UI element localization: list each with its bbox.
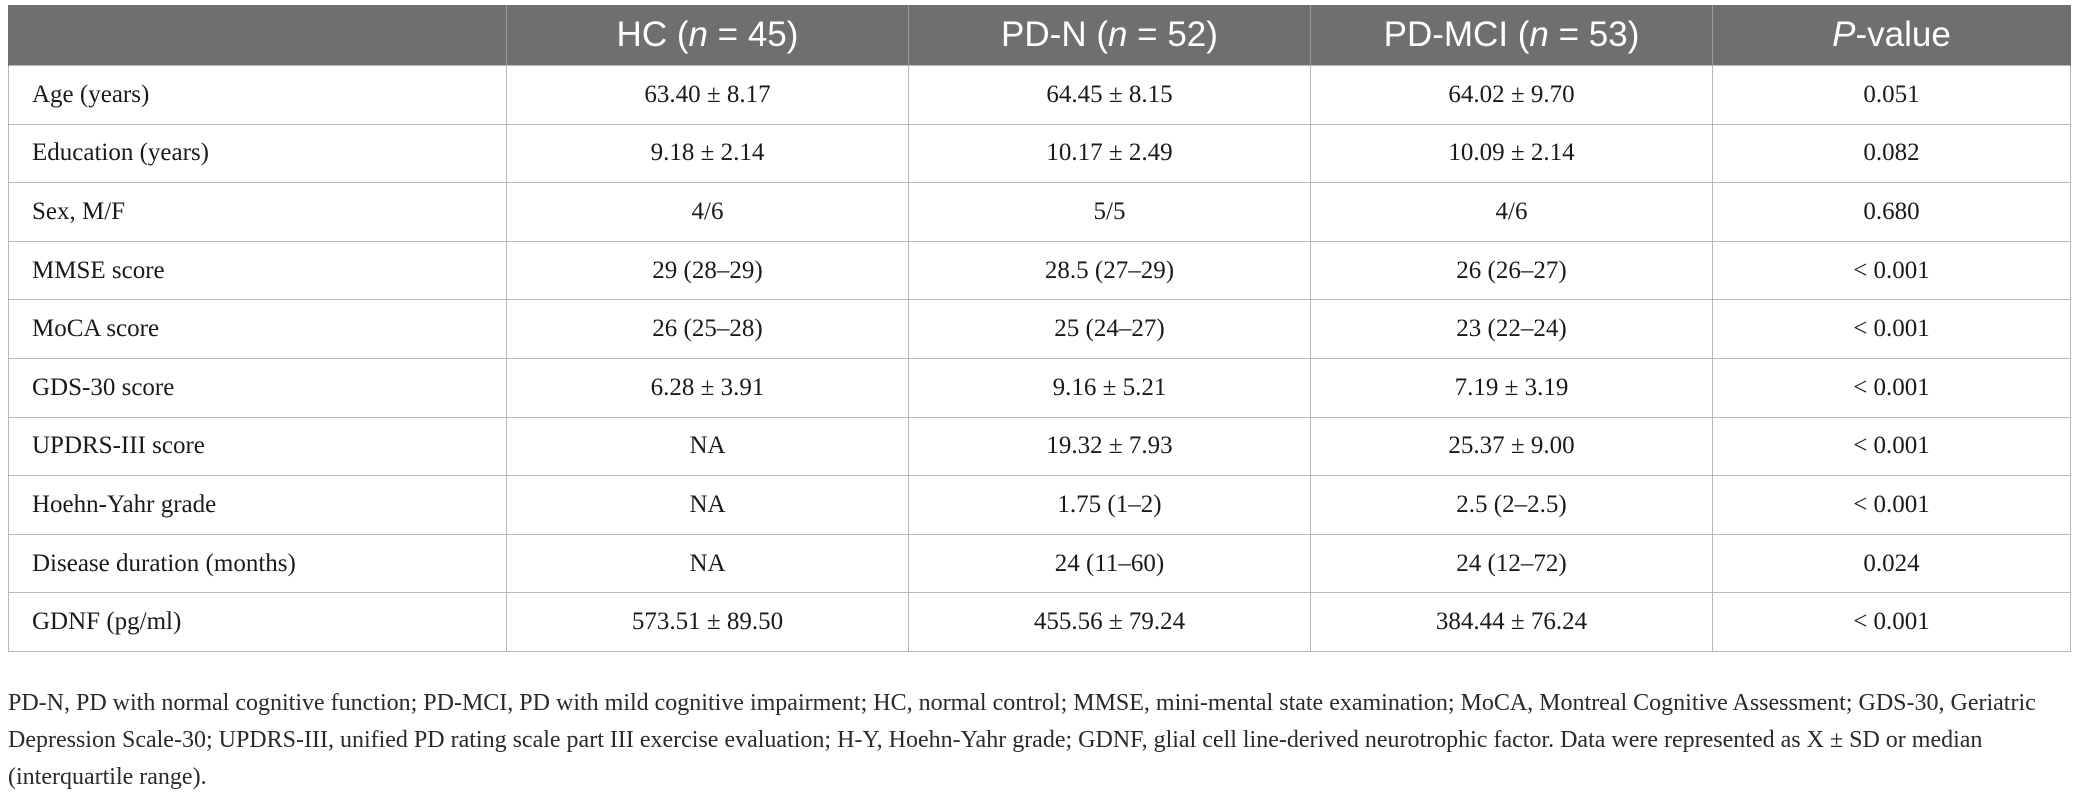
header-italic: n [688,15,708,54]
row-label: MoCA score [8,299,507,359]
table-cell: < 0.001 [1712,357,2071,418]
table-cell: 0.082 [1712,123,2071,184]
header-italic: n [1529,15,1549,54]
table-row: Disease duration (months) NA 24 (11–60) … [8,533,2071,594]
table-container: HC (n = 45) PD-N (n = 52) PD-MCI (n = 53… [8,5,2071,652]
table-row: MMSE score 29 (28–29) 28.5 (27–29) 26 (2… [8,240,2071,301]
table-footnote: PD-N, PD with normal cognitive function;… [8,690,2036,790]
table-cell: NA [506,475,909,535]
table-cell: 455.56 ± 79.24 [908,592,1311,652]
table-cell: < 0.001 [1712,475,2071,535]
table-cell: < 0.001 [1712,299,2071,359]
table-cell: 25.37 ± 9.00 [1310,416,1713,477]
table-cell: < 0.001 [1712,416,2071,477]
header-cell-hc: HC (n = 45) [506,5,909,66]
header-italic: n [1107,15,1128,54]
table-row: MoCA score 26 (25–28) 25 (24–27) 23 (22–… [8,299,2071,359]
header-cell-p-value: P-value [1712,5,2071,66]
clinical-characteristics-table: HC (n = 45) PD-N (n = 52) PD-MCI (n = 53… [8,5,2071,652]
table-cell: 9.18 ± 2.14 [506,123,909,184]
table-cell: 25 (24–27) [908,299,1311,359]
table-cell: 9.16 ± 5.21 [908,357,1311,418]
table-cell: 0.024 [1712,533,2071,594]
table-cell: 26 (25–28) [506,299,909,359]
table-cell: NA [506,416,909,477]
row-label: Age (years) [8,65,507,125]
table-row: UPDRS-III score NA 19.32 ± 7.93 25.37 ± … [8,416,2071,477]
table-row: Age (years) 63.40 ± 8.17 64.45 ± 8.15 64… [8,65,2071,125]
table-cell: 26 (26–27) [1310,240,1713,301]
row-label: GDNF (pg/ml) [8,592,507,652]
header-row: HC (n = 45) PD-N (n = 52) PD-MCI (n = 53… [8,5,2071,66]
table-cell: 6.28 ± 3.91 [506,357,909,418]
header-cell-pd-mci: PD-MCI (n = 53) [1310,5,1713,66]
table-cell: 1.75 (1–2) [908,475,1311,535]
table-cell: 10.17 ± 2.49 [908,123,1311,184]
table-cell: 23 (22–24) [1310,299,1713,359]
table-cell: 0.051 [1712,65,2071,125]
table-cell: 4/6 [1310,182,1713,242]
table-cell: 7.19 ± 3.19 [1310,357,1713,418]
table-cell: 4/6 [506,182,909,242]
header-post: = 45) [707,15,799,54]
table-row: GDNF (pg/ml) 573.51 ± 89.50 455.56 ± 79.… [8,592,2071,652]
table-cell: 573.51 ± 89.50 [506,592,909,652]
table-cell: 64.02 ± 9.70 [1310,65,1713,125]
header-cell-pd-n: PD-N (n = 52) [908,5,1311,66]
table-cell: NA [506,533,909,594]
table-cell: 19.32 ± 7.93 [908,416,1311,477]
row-label: Hoehn-Yahr grade [8,475,507,535]
header-italic: P [1832,15,1856,54]
header-cell-variable [8,5,507,66]
row-label: MMSE score [8,240,507,301]
row-label: Disease duration (months) [8,533,507,594]
table-cell: 63.40 ± 8.17 [506,65,909,125]
table-cell: 10.09 ± 2.14 [1310,123,1713,184]
header-pre: PD-MCI ( [1383,15,1530,54]
header-pre: HC ( [616,15,689,54]
header-post: = 52) [1127,15,1218,54]
table-cell: 29 (28–29) [506,240,909,301]
table-cell: 384.44 ± 76.24 [1310,592,1713,652]
table-row: Hoehn-Yahr grade NA 1.75 (1–2) 2.5 (2–2.… [8,475,2071,535]
header-post: = 53) [1548,15,1640,54]
table-cell: < 0.001 [1712,592,2071,652]
table-cell: < 0.001 [1712,240,2071,301]
table-cell: 5/5 [908,182,1311,242]
row-label: UPDRS-III score [8,416,507,477]
table-row: Sex, M/F 4/6 5/5 4/6 0.680 [8,182,2071,242]
table-cell: 64.45 ± 8.15 [908,65,1311,125]
table-cell: 24 (11–60) [908,533,1311,594]
table-cell: 28.5 (27–29) [908,240,1311,301]
header-post: -value [1855,15,1951,54]
table-row: Education (years) 9.18 ± 2.14 10.17 ± 2.… [8,123,2071,184]
table-row: GDS-30 score 6.28 ± 3.91 9.16 ± 5.21 7.1… [8,357,2071,418]
row-label: Sex, M/F [8,182,507,242]
row-label: GDS-30 score [8,357,507,418]
header-pre: PD-N ( [1001,15,1108,54]
table-cell: 2.5 (2–2.5) [1310,475,1713,535]
table-cell: 24 (12–72) [1310,533,1713,594]
table-cell: 0.680 [1712,182,2071,242]
row-label: Education (years) [8,123,507,184]
